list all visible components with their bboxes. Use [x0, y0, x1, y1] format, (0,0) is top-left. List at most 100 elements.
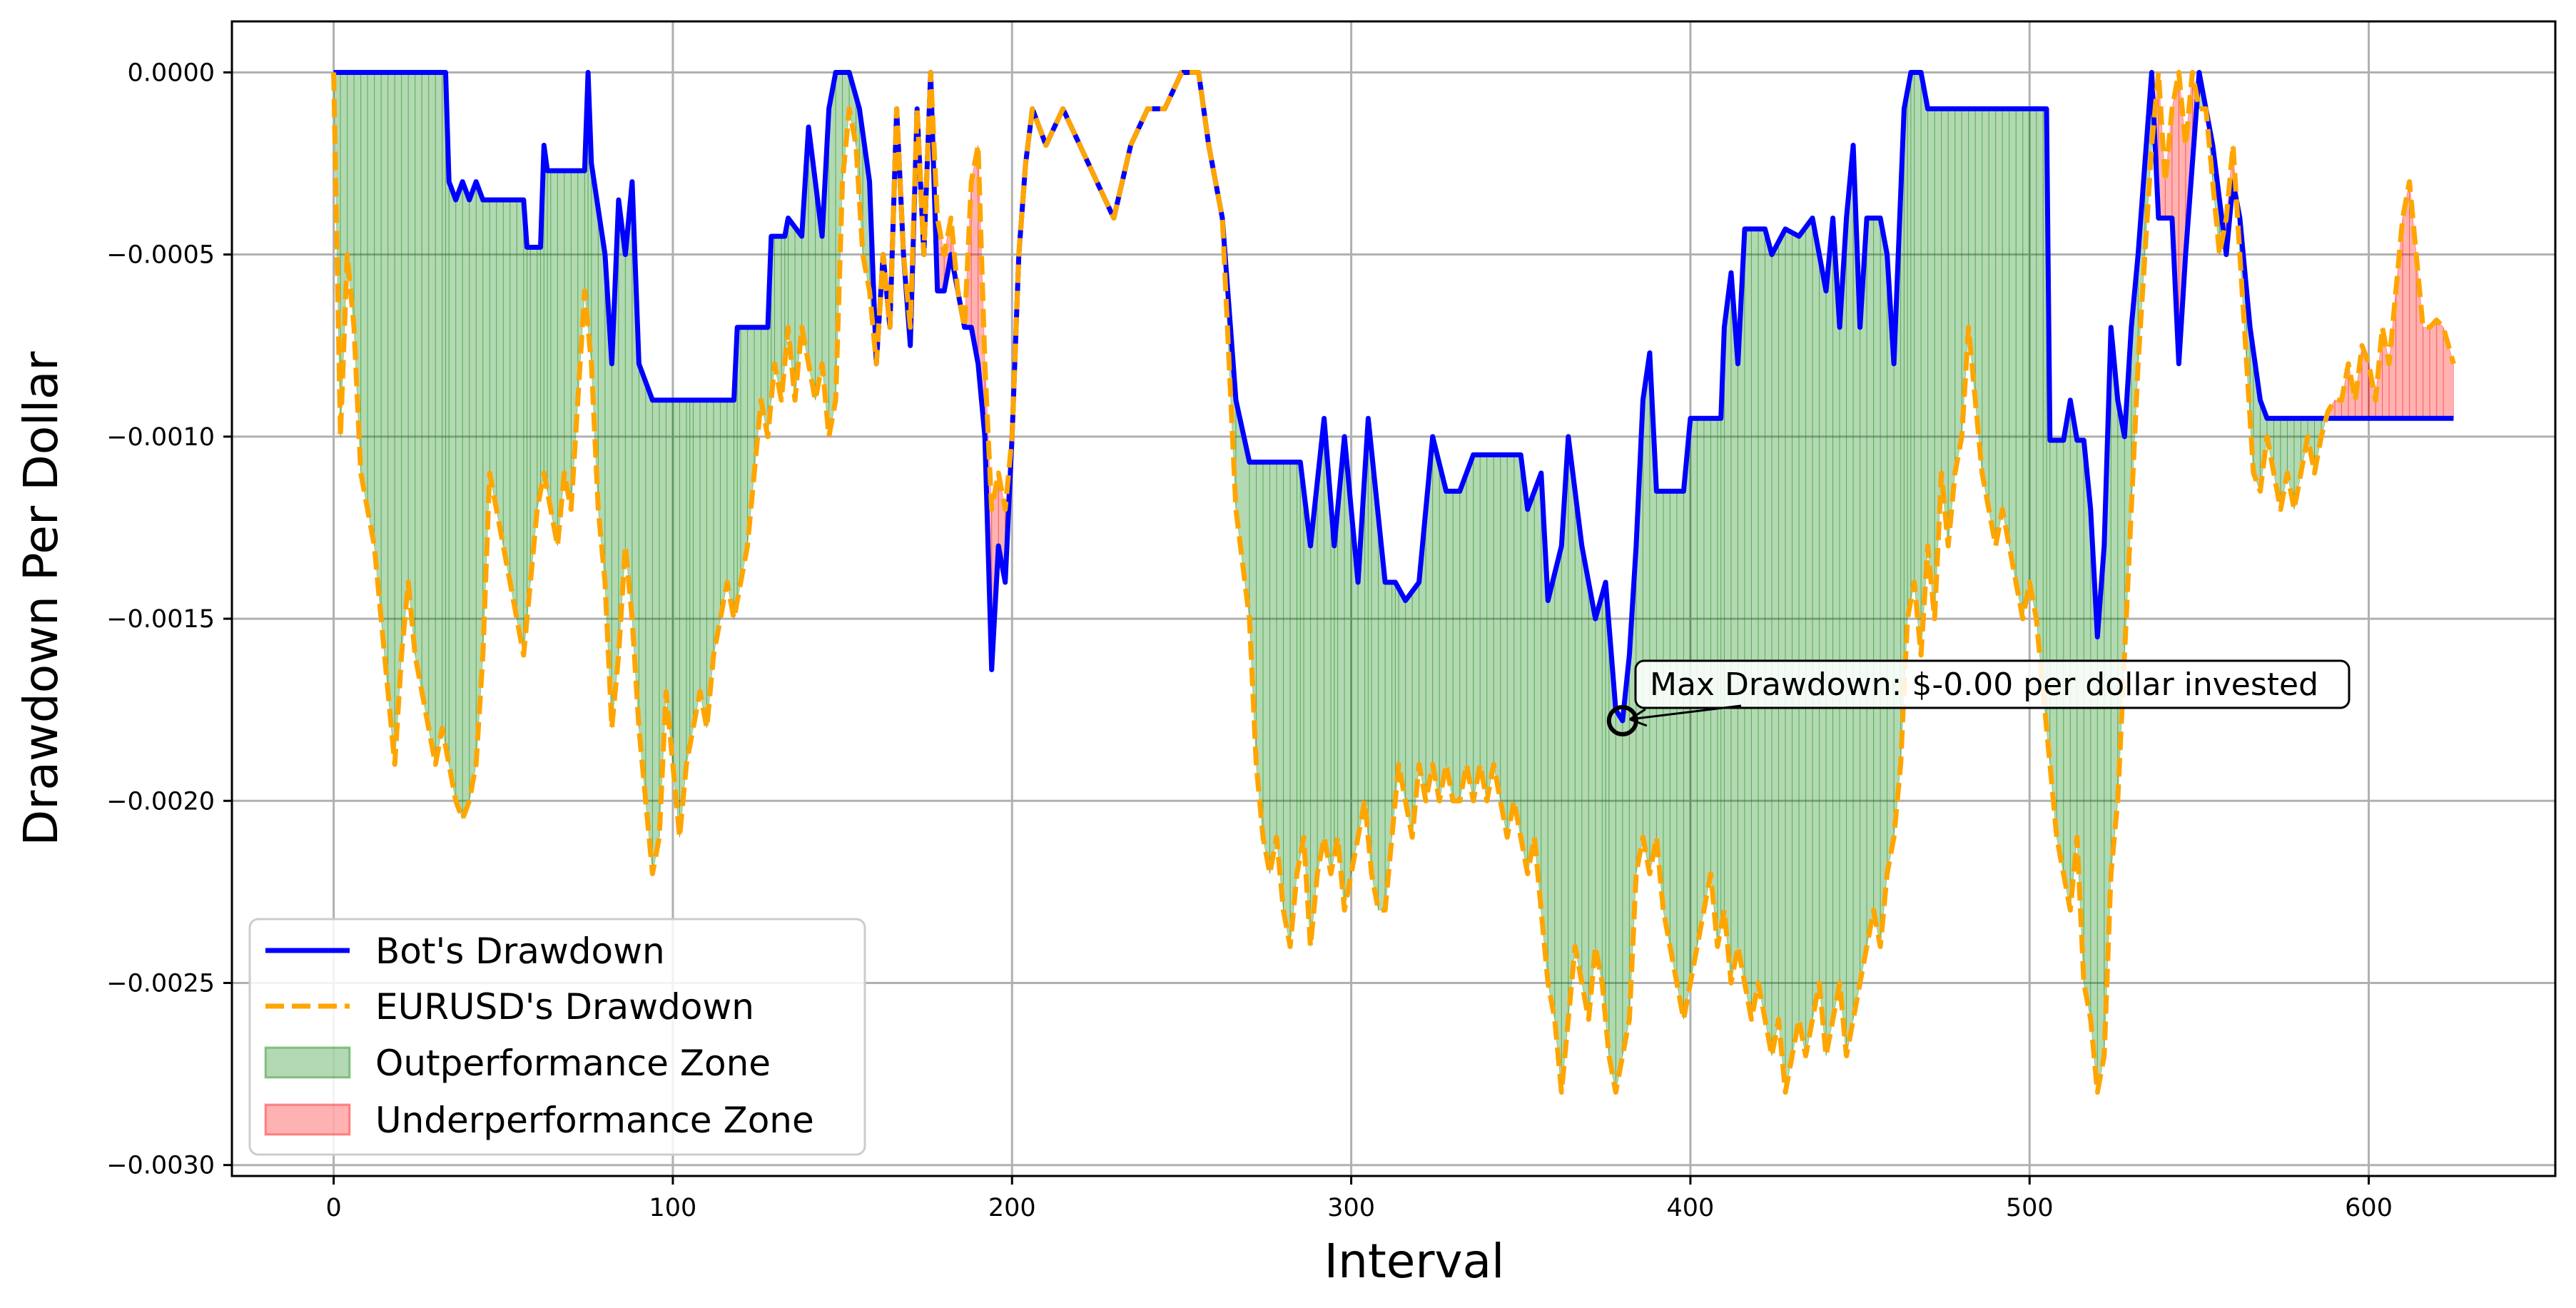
- outperformance-zone-segment: [1334, 509, 1339, 856]
- underperformance-zone-segment: [2334, 400, 2343, 419]
- outperformance-zone-segment: [1730, 273, 1738, 983]
- outperformance-zone-segment: [435, 71, 443, 765]
- outperformance-zone-segment: [1493, 454, 1501, 801]
- outperformance-zone-segment: [1914, 71, 1922, 656]
- outperformance-zone-segment: [462, 181, 470, 819]
- outperformance-zone-segment: [448, 181, 457, 801]
- outperformance-zone-segment: [1513, 454, 1521, 838]
- outperformance-zone-segment: [1459, 472, 1467, 801]
- underperformance-zone-segment: [2402, 181, 2410, 419]
- outperformance-zone-segment: [564, 170, 572, 510]
- x-axis-title: Interval: [1324, 1234, 1505, 1289]
- outperformance-zone-segment: [1615, 708, 1623, 1092]
- annotation-box: [1634, 659, 2351, 709]
- outperformance-zone-segment: [1819, 254, 1827, 1056]
- x-tick-label: 600: [2345, 1194, 2393, 1222]
- outperformance-zone-segment: [1758, 228, 1765, 1020]
- legend-label-underperformance: Underperformance Zone: [375, 1100, 814, 1141]
- outperformance-zone-segment: [1764, 228, 1773, 1056]
- outperformance-zone-segment: [1927, 108, 1935, 619]
- max-drawdown-annotation: Max Drawdown: $-0.00 per dollar invested: [1606, 659, 2351, 736]
- y-tick-label: −0.0015: [106, 605, 215, 634]
- underperformance-zone-segment: [2429, 319, 2438, 419]
- y-tick-label: −0.0025: [106, 969, 215, 998]
- y-tick-label: 0.0000: [128, 59, 215, 87]
- outperformance-zone-segment: [1669, 490, 1678, 983]
- outperformance-zone-segment: [1663, 490, 1670, 947]
- outperformance-zone-segment: [489, 199, 497, 510]
- outperformance-zone-segment: [1473, 454, 1481, 801]
- outperformance-zone-segment: [1297, 462, 1301, 874]
- outperformance-zone-segment: [2056, 440, 2064, 874]
- outperformance-zone-segment: [2063, 400, 2071, 911]
- grid-lines: [232, 21, 2555, 1176]
- outperformance-zone-segment: [1832, 218, 1840, 1020]
- outperformance-zone-segment: [1262, 462, 1271, 874]
- outperformance-zone-segment: [2002, 108, 2010, 547]
- outperformance-zone-segment: [1744, 228, 1752, 1020]
- x-tick-label: 500: [2006, 1194, 2054, 1222]
- y-tick-label: −0.0010: [106, 423, 215, 452]
- outperformance-zone-segment: [1812, 218, 1820, 1020]
- outperformance-zone-segment: [689, 400, 694, 746]
- outperformance-zone-segment: [1466, 455, 1474, 801]
- y-tick-label: −0.0030: [106, 1152, 215, 1180]
- outperformance-zone-segment: [686, 400, 691, 765]
- outperformance-zone-segment: [1995, 108, 2003, 547]
- outperformance-zone-segment: [509, 199, 517, 619]
- outperformance-zone-segment: [1903, 90, 1908, 692]
- legend: Bot's Drawdown EURUSD's Drawdown Outperf…: [248, 918, 866, 1156]
- legend-label-bot: Bot's Drawdown: [375, 931, 665, 972]
- outperformance-zone-segment: [415, 71, 422, 692]
- outperformance-zone-segment: [1581, 545, 1589, 1020]
- eurusd-drawdown-line: [331, 70, 2456, 1095]
- outperformance-zone-segment: [699, 400, 707, 729]
- outperformance-zone-segment: [469, 181, 477, 801]
- outperformance-zone-segment: [2069, 400, 2078, 911]
- outperformance-zone-segment: [380, 71, 389, 692]
- legend-swatch-outperformance: [264, 1046, 351, 1079]
- outperformance-zone-segment: [401, 71, 409, 656]
- outperformance-zone-segment: [1771, 241, 1779, 1056]
- x-tick-label: 300: [1327, 1194, 1375, 1222]
- outperformance-zone-segment: [1486, 454, 1494, 801]
- outperformance-zone-segment: [1446, 490, 1454, 801]
- outperformance-zone-segment: [421, 71, 430, 729]
- outperformance-zone-segment: [442, 71, 446, 746]
- outperformance-zone-segment: [1866, 218, 1875, 947]
- outperformance-zone-segment: [1860, 218, 1867, 983]
- plot-frame: [230, 20, 2557, 1177]
- legend-label-benchmark: EURUSD's Drawdown: [375, 986, 754, 1028]
- outperformance-zone-segment: [547, 170, 552, 510]
- outperformance-zone-segment: [692, 400, 701, 729]
- outperformance-zone-segment: [455, 181, 463, 819]
- outperformance-zone-segment: [1846, 145, 1854, 1056]
- outperformance-zone-segment: [496, 199, 504, 547]
- outperformance-zone-segment: [2029, 108, 2037, 619]
- outperformance-zone-segment: [2036, 108, 2044, 692]
- y-tick-label: −0.0020: [106, 787, 215, 816]
- outperformance-zone-segment: [550, 170, 558, 547]
- x-tick-label: 200: [988, 1194, 1036, 1222]
- outperformance-zone-segment: [1269, 462, 1277, 874]
- x-tick-label: 400: [1667, 1194, 1715, 1222]
- outperformance-zone-segment: [2022, 108, 2030, 619]
- outperformance-zone-segment: [1367, 418, 1372, 874]
- outperformance-zone-segment: [1432, 436, 1440, 801]
- outperformance-zone-segment: [1907, 72, 1912, 619]
- outperformance-zone-segment: [1873, 218, 1881, 947]
- outperformance-zone-segment: [651, 400, 660, 874]
- outperformance-zone-segment: [537, 246, 542, 510]
- x-tick-label: 0: [325, 1194, 341, 1222]
- outperformance-zone-segment: [1574, 491, 1583, 983]
- outperformance-zone-segment: [360, 71, 368, 510]
- outperformance-zone-segment: [1988, 108, 1997, 547]
- x-tick-label: 100: [649, 1194, 697, 1222]
- outperformance-zone-segment: [2009, 108, 2017, 583]
- outperformance-zone-segment: [1683, 418, 1691, 1020]
- outperformance-zone-segment: [374, 71, 382, 619]
- bot-drawdown-line: [333, 70, 2454, 724]
- underperformance-zone-segment: [2423, 327, 2430, 419]
- outperformance-zone-segment: [1568, 436, 1576, 1020]
